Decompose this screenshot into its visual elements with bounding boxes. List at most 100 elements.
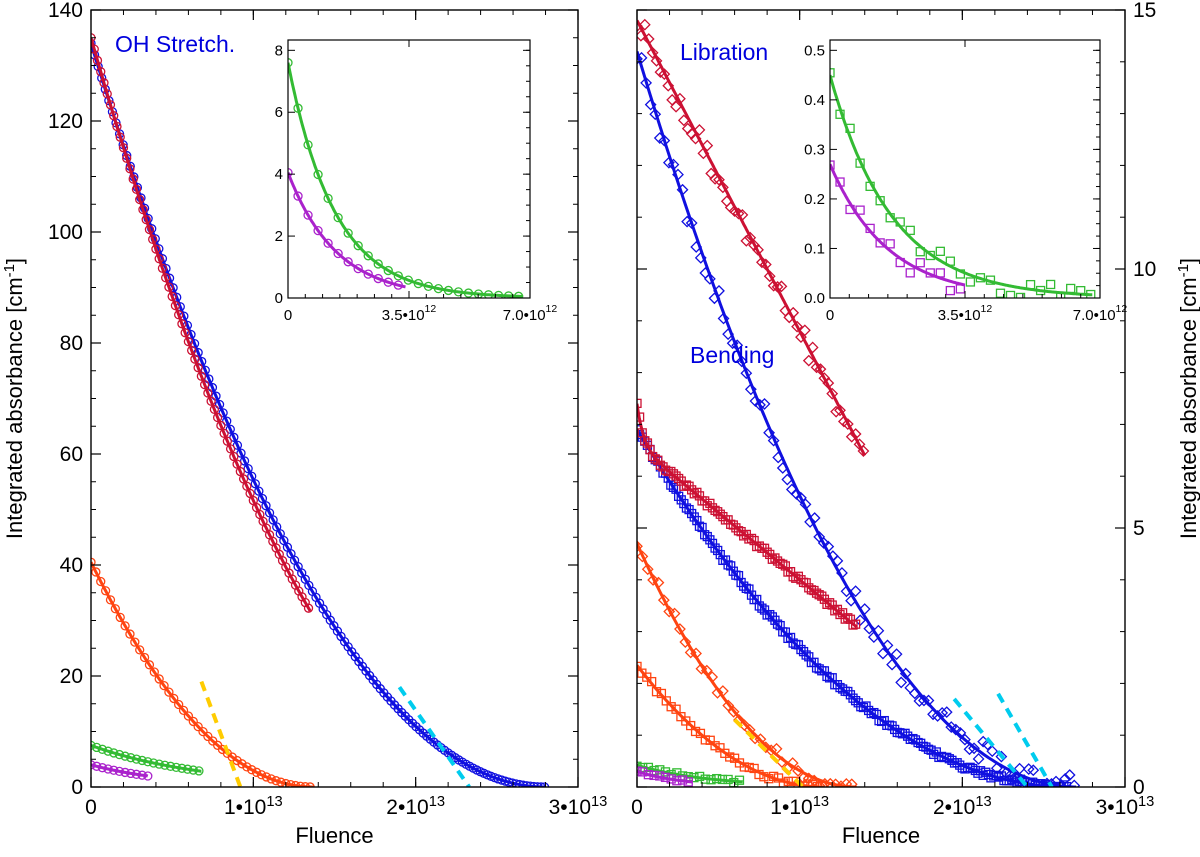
right-purple-point [637,766,642,776]
right-inset: 0 3.5•1012 7.0•1012 0.0 0.1 0.2 0.3 0.4 0.5 [804,39,1128,324]
right-x-tick-label: 1•1013 [770,794,829,819]
right-bending-blue-point [814,664,824,674]
right-inset-green-point [905,225,915,236]
right-x-axis-label: Fluence [842,823,920,848]
right-bending-crimson-point [700,496,710,506]
left-orange-point [144,660,155,670]
right-y-axis-label-sup: -1 [1175,264,1192,277]
left-inset-purple-point [333,248,343,259]
left-orange-point [135,645,145,655]
left-inset-x-tick-label: 0 [284,307,292,324]
left-inset-green-point [373,259,383,269]
left-x-axis-label: Fluence [295,823,373,848]
left-cyan-dashed-line [397,685,471,787]
right-bending-crimson-point [718,511,728,522]
right-libration-blue-point [640,76,653,89]
right-libration-crimson-point [818,372,831,385]
left-y-tick-label: 140 [48,0,83,22]
left-blue-point [91,38,96,48]
right-bending-crimson-point [645,445,655,455]
right-bending-blue-point [710,543,720,553]
left-orange-point [193,721,203,732]
left-orange-point [251,767,262,777]
right-bending-crimson-point [806,585,817,595]
left-purple-fit-line [91,763,149,778]
right-y-tick-label: 0 [1133,776,1145,799]
right-inset-purple-point [905,268,915,278]
left-inset-series-purple [288,167,406,290]
left-orange-point [115,612,125,623]
right-inset-bg [830,40,1100,298]
right-libration-blue-point [940,706,953,719]
right-bending-blue-point [765,609,775,620]
right-bending-blue-point [772,619,783,629]
left-y-tick-label: 100 [48,221,83,244]
right-bending-blue-point [785,632,796,643]
right-bending-crimson-point [650,454,660,464]
left-inset-purple-point [303,210,313,220]
right-libration-crimson-point [713,173,725,186]
right-inset-y-tick-label: 0.3 [804,141,825,158]
right-bending-crimson-point [775,558,785,569]
left-crimson-point [216,420,226,431]
left-orange-fit-line [91,561,314,787]
left-series-crimson [91,33,314,613]
left-blue-point [247,471,257,481]
right-plot-frame [636,9,1126,788]
right-libration-crimson-point [763,270,776,283]
right-libration-crimson-point [650,54,663,67]
right-bending-blue-point [809,657,819,667]
right-inset-purple-point [945,285,955,296]
right-libration-crimson-point [775,280,788,293]
left-blue-point [222,416,232,426]
right-libration-blue-point [795,491,807,504]
right-libration-crimson-point [701,139,714,152]
right-libration-blue-point [763,426,776,439]
right-libration-blue-point [758,397,771,410]
left-series-purple [91,760,153,781]
right-libration-crimson-point [646,46,659,59]
right-inset-green-point [1005,290,1016,298]
right-libration-blue-fit-line [637,50,1077,787]
right-bending-crimson-point [668,469,679,479]
right-bending-crimson-point [715,509,725,519]
left-orange-point [159,680,169,691]
left-blue-point [264,508,275,518]
right-libration-crimson-point [810,361,823,374]
left-y-tick-label: 80 [60,332,83,355]
left-inset-green-fit-line [288,62,524,298]
right-series-libration-crimson [637,18,870,457]
right-libration-crimson-point [732,207,745,220]
right-libration-crimson-point [693,124,706,136]
right-libration-orange-point [711,686,724,699]
left-crimson-point [225,444,236,454]
right-libration-blue-point [1063,769,1076,781]
left-y-axis-label: Integrated absorbance [cm-1] [1,258,27,539]
right-bending-orange-point [695,728,706,739]
right-bending-orange-fit-line [637,664,825,787]
left-crimson-fit-line [91,37,312,612]
right-y-axis-label-close: ] [1176,258,1200,264]
right-bending-orange-point [803,779,813,787]
right-bending-crimson-point [713,507,723,517]
right-series-cyan-dashed-2 [996,692,1054,787]
right-bending-orange-point [637,661,642,672]
right-inset-plot-area [830,68,1096,298]
right-inset-x-tick-label: 7.0•1012 [1073,303,1128,324]
right-x-tick-label: 2•1013 [933,794,992,819]
right-x-axis: 0 1•1013 2•1013 3•1013 Fluence [631,10,1154,848]
right-bending-blue-point [796,644,806,655]
right-bending-crimson-point [804,583,814,593]
left-inset-green-point [333,212,343,223]
right-bending-blue-point [694,521,705,531]
left-series-orange [91,557,315,787]
left-inset-y-tick-label: 2 [275,228,283,245]
right-libration-blue-point [831,554,844,567]
right-y-axis: 0 5 10 15 Integrated absorbance [cm-1] [637,0,1200,799]
left-plot-area [91,33,550,787]
right-bending-blue-point [707,538,718,549]
left-series-cyan-dashed [397,685,471,787]
right-inset-x-tick-label: 0 [826,307,834,324]
right-series-purple [637,766,693,787]
right-bending-blue-point [752,594,762,605]
